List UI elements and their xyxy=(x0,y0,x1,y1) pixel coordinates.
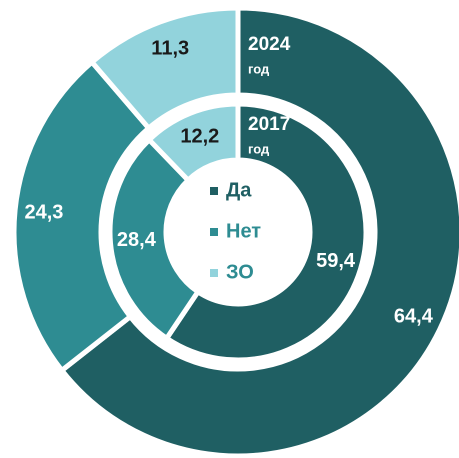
donut-segment xyxy=(88,5,241,132)
legend-label: Да xyxy=(226,179,252,201)
donut-segment xyxy=(163,101,369,363)
series-unit: год xyxy=(248,61,270,76)
donut-segment xyxy=(145,101,241,184)
legend-swatch xyxy=(210,269,218,277)
donut-segment xyxy=(107,136,202,342)
legend-swatch xyxy=(210,228,218,236)
value-label: 59,4 xyxy=(316,250,356,272)
value-label: 24,3 xyxy=(24,201,63,223)
legend-swatch xyxy=(210,187,218,195)
series-unit: год xyxy=(248,141,270,156)
value-label: 12,2 xyxy=(180,126,219,148)
series-name: 2017 xyxy=(248,114,290,135)
donut-segment xyxy=(11,58,153,374)
legend-label: Нет xyxy=(226,220,261,242)
value-label: 11,3 xyxy=(151,37,189,59)
legend-label: ЗО xyxy=(226,261,254,283)
series-name: 2024 xyxy=(248,34,291,55)
donut-segment xyxy=(58,5,459,458)
value-label: 64,4 xyxy=(394,306,434,328)
value-label: 28,4 xyxy=(117,229,157,251)
